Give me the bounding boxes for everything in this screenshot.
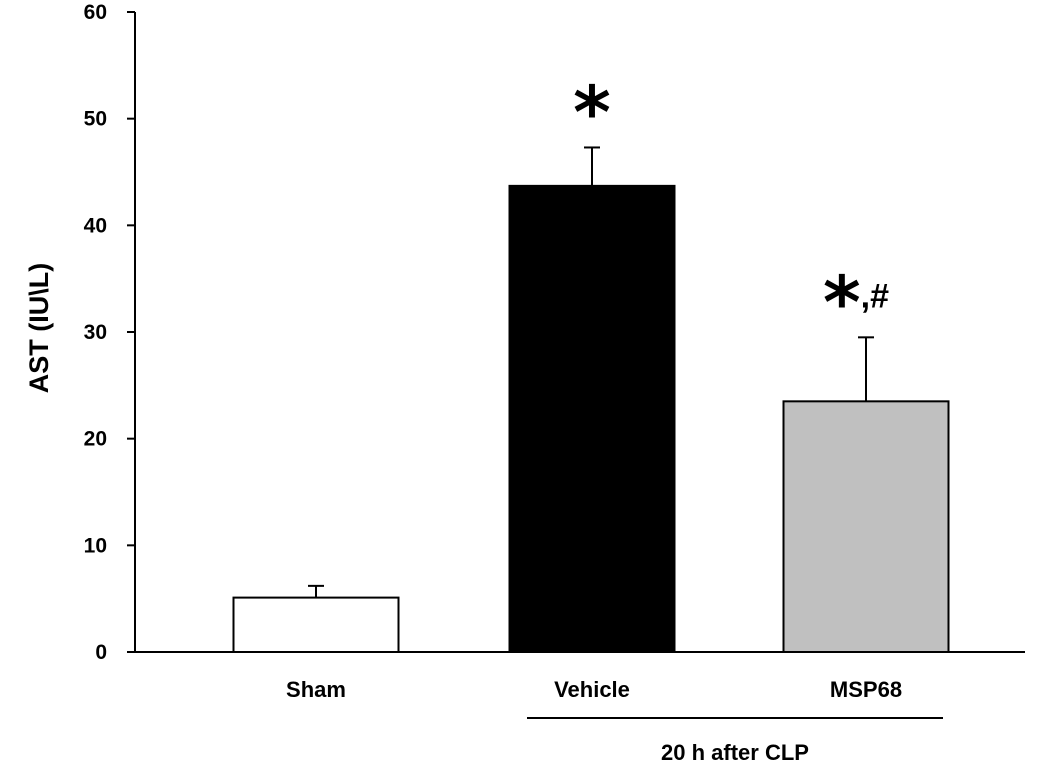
- y-axis-label: AST (IU\L): [24, 263, 54, 393]
- labels: Sham Vehicle MSP68**,#: [286, 70, 943, 719]
- bar-msp68: [782, 400, 950, 654]
- bars: [232, 146, 950, 654]
- significance-star: *: [823, 260, 861, 344]
- significance-marker: *,#: [823, 260, 889, 344]
- significance-star: *: [573, 70, 611, 154]
- y-tick-label: 20: [84, 428, 107, 451]
- x-category-label: Sham: [286, 677, 346, 702]
- y-tick-label: 40: [84, 214, 107, 237]
- bar-vehicle: [508, 184, 676, 653]
- y-tick-label: 30: [84, 321, 107, 344]
- bar-sham: [232, 596, 400, 653]
- y-tick-label: 50: [84, 108, 107, 131]
- y-tick-label: 60: [84, 1, 107, 24]
- y-tick-label: 10: [84, 534, 107, 557]
- x-category-label: Vehicle: [554, 677, 630, 702]
- y-tick-label: 0: [95, 641, 107, 664]
- group-label: 20 h after CLP: [661, 740, 809, 765]
- y-axis: 0 10 20 30 40 50 60: [84, 1, 136, 664]
- significance-hash: ,#: [861, 277, 889, 315]
- x-category-label: MSP68: [830, 677, 902, 702]
